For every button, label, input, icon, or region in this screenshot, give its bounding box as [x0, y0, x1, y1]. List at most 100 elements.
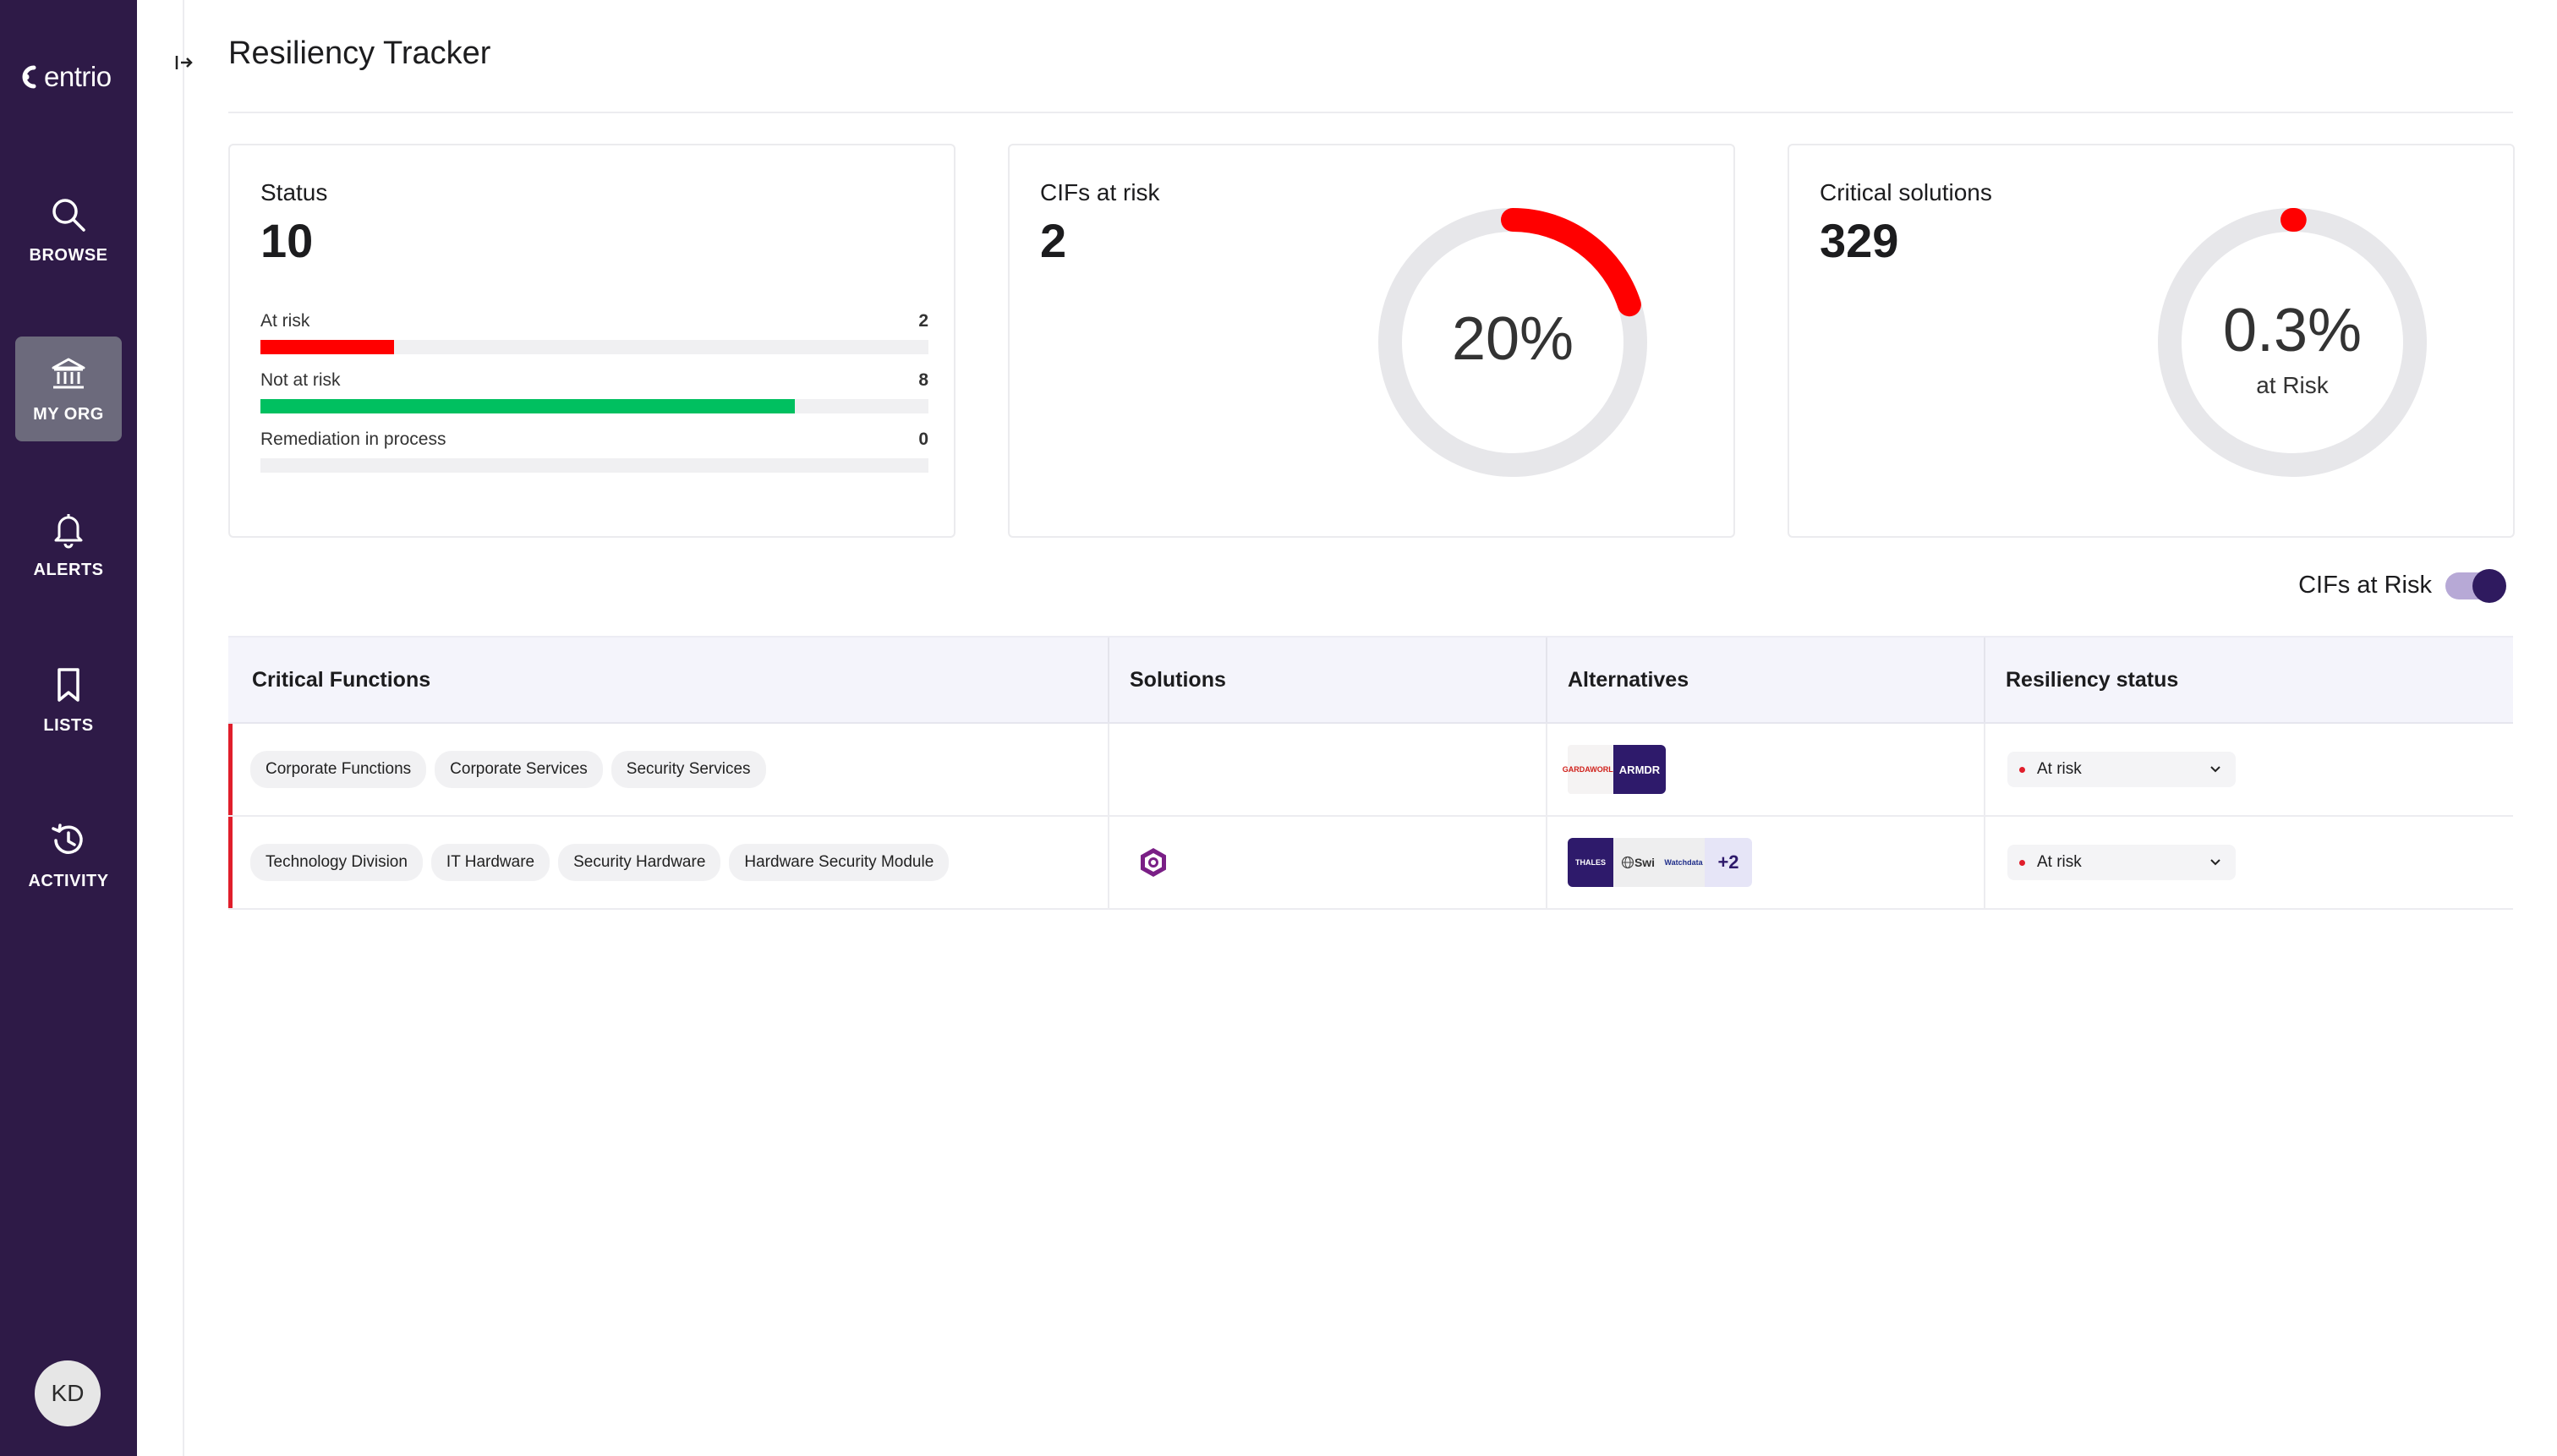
header-critical-functions[interactable]: Critical Functions — [252, 667, 431, 692]
watchdata-logo[interactable]: Watchdata — [1662, 838, 1705, 887]
hexagon-solution-icon[interactable] — [1136, 846, 1170, 879]
solutions-card-title: Critical solutions — [1820, 179, 1992, 205]
resiliency-status-select[interactable]: At risk — [2007, 845, 2236, 880]
solutions-donut: 0.3% at Risk — [2153, 203, 2432, 482]
table-row[interactable]: Technology Division IT Hardware Security… — [228, 817, 2513, 910]
solutions-card-value: 329 — [1820, 214, 1899, 267]
cifs-donut: 20% — [1373, 203, 1652, 482]
risk-indicator — [228, 817, 233, 908]
status-select-value: At risk — [2037, 853, 2082, 871]
user-avatar[interactable]: KD — [35, 1360, 101, 1426]
function-chip[interactable]: Corporate Services — [435, 751, 603, 788]
resiliency-status-cell: At risk — [1984, 817, 2513, 908]
cifs-at-risk-toggle[interactable] — [2445, 568, 2506, 603]
sidebar: entrio BROWSE MY ORG ALERTS — [0, 0, 137, 1456]
alternatives-cell: THALES Swi Watchdata +2 — [1546, 817, 1984, 908]
status-row-remediation: Remediation in process 0 — [260, 430, 928, 473]
header-alternatives[interactable]: Alternatives — [1546, 638, 1984, 722]
chevron-down-icon — [2210, 766, 2220, 773]
solutions-cell — [1108, 817, 1546, 908]
resiliency-status-select[interactable]: At risk — [2007, 752, 2236, 787]
cifs-donut-arc — [1501, 208, 1641, 317]
brand-name: entrio — [44, 61, 112, 92]
status-card-value: 10 — [260, 214, 314, 267]
header-resiliency-status[interactable]: Resiliency status — [1984, 638, 2513, 722]
gardaworld-logo[interactable]: GARDAWORLD — [1563, 745, 1618, 794]
more-alternatives-badge[interactable]: +2 — [1705, 838, 1752, 887]
solutions-donut-percent: 0.3% — [2222, 297, 2363, 364]
table-header: Critical Functions Solutions Alternative… — [228, 636, 2513, 724]
swi-logo[interactable]: Swi — [1613, 838, 1662, 887]
function-chip[interactable]: Security Hardware — [558, 844, 721, 881]
bell-icon — [54, 513, 83, 548]
critical-solutions-card: Critical solutions 329 0.3% at Risk — [1788, 144, 2515, 538]
status-bar-track — [260, 458, 928, 473]
nav-alerts-label: ALERTS — [33, 560, 104, 579]
risk-indicator — [228, 724, 233, 815]
page-title: Resiliency Tracker — [228, 36, 491, 71]
history-icon — [52, 823, 83, 854]
nav-alerts[interactable]: ALERTS — [15, 492, 122, 597]
status-dot — [2019, 766, 2025, 773]
thales-logo[interactable]: THALES — [1568, 838, 1613, 887]
alternatives-cell: GARDAWORLD ARMDR — [1546, 724, 1984, 815]
function-chip[interactable]: Hardware Security Module — [729, 844, 950, 881]
nav-my-org-label: MY ORG — [33, 404, 104, 424]
cifs-donut-percent: 20% — [1451, 305, 1574, 373]
status-row-not-at-risk: Not at risk 8 — [260, 370, 928, 413]
status-row-at-risk: At risk 2 — [260, 311, 928, 354]
status-row-label: Remediation in process — [260, 430, 446, 449]
status-card: Status 10 At risk 2 Not at risk 8 Remedi… — [228, 144, 955, 538]
cifs-card-value: 2 — [1040, 214, 1067, 267]
cifs-at-risk-card: CIFs at risk 2 20% — [1008, 144, 1735, 538]
header-solutions[interactable]: Solutions — [1108, 638, 1546, 722]
function-chip[interactable]: Corporate Functions — [250, 751, 427, 788]
bank-icon — [52, 358, 85, 388]
nav-activity[interactable]: ACTIVITY — [15, 803, 122, 908]
toggle-knob — [2472, 568, 2506, 603]
critical-function-cell: Technology Division IT Hardware Security… — [228, 817, 1108, 908]
entrio-logo[interactable]: entrio — [15, 61, 112, 93]
status-bar-track — [260, 399, 928, 413]
solutions-cell — [1108, 724, 1546, 815]
critical-function-cell: Corporate Functions Corporate Services S… — [228, 724, 1108, 815]
expand-sidebar-icon[interactable] — [174, 52, 194, 73]
nav-browse-label: BROWSE — [29, 245, 108, 265]
function-chip[interactable]: Security Services — [611, 751, 766, 788]
nav-my-org[interactable]: MY ORG — [15, 337, 122, 441]
table-row[interactable]: Corporate Functions Corporate Services S… — [228, 724, 2513, 817]
globe-icon — [1621, 856, 1634, 869]
nav-lists-label: LISTS — [43, 715, 94, 735]
nav-lists[interactable]: LISTS — [15, 648, 122, 753]
status-card-title: Status — [260, 179, 328, 205]
status-row-count: 8 — [918, 370, 928, 390]
chevron-down-icon — [2210, 859, 2220, 866]
status-bar-fill — [260, 340, 394, 354]
cifs-donut-chart — [1378, 208, 1647, 477]
critical-functions-table: Critical Functions Solutions Alternative… — [228, 636, 2513, 910]
status-dot — [2019, 859, 2025, 866]
status-select-value: At risk — [2037, 760, 2082, 778]
bookmark-icon — [57, 667, 79, 702]
status-row-label: Not at risk — [260, 370, 341, 390]
function-chip[interactable]: IT Hardware — [430, 844, 550, 881]
swi-logo-text: Swi — [1634, 856, 1656, 869]
status-bar-track — [260, 340, 928, 354]
solutions-donut-sublabel: at Risk — [2256, 372, 2329, 398]
entrio-logo-icon — [22, 65, 36, 89]
nav-activity-label: ACTIVITY — [28, 871, 109, 890]
resiliency-status-cell: At risk — [1984, 724, 2513, 815]
collapse-strip — [137, 0, 184, 1456]
status-bar-fill — [260, 399, 795, 413]
status-row-count: 2 — [918, 311, 928, 331]
function-chip[interactable]: Technology Division — [250, 844, 423, 881]
armdr-logo[interactable]: ARMDR — [1613, 745, 1666, 794]
cifs-at-risk-filter: CIFs at Risk — [2298, 568, 2506, 603]
toggle-label: CIFs at Risk — [2298, 572, 2432, 599]
search-icon — [52, 198, 85, 232]
solutions-donut-chart — [2158, 208, 2427, 477]
cifs-card-title: CIFs at risk — [1040, 179, 1160, 205]
header-divider — [228, 112, 2513, 113]
status-row-label: At risk — [260, 311, 310, 331]
nav-browse[interactable]: BROWSE — [15, 178, 122, 282]
